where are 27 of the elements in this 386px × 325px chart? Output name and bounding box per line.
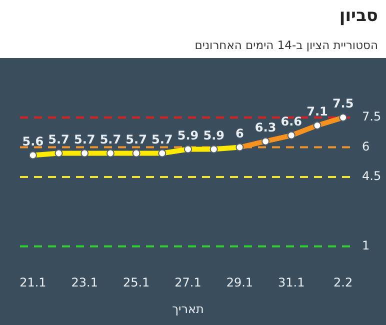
ref-line-label: 1 [362,238,370,253]
data-label: 6 [236,126,244,140]
data-label: 5.7 [152,132,173,146]
x-tick-label: 21.1 [20,276,46,290]
x-tick-label: 27.1 [174,276,202,290]
data-label: 5.7 [48,132,70,146]
data-label: 7.1 [306,104,328,119]
data-label: 5.7 [100,132,122,146]
data-label: 5.7 [74,132,96,146]
x-tick-label: 25.1 [122,276,150,290]
data-label: 7.5 [332,96,354,111]
x-tick-label: 29.1 [226,276,254,290]
x-tick-label: 2.2 [334,276,353,290]
ref-line-label: 4.5 [362,169,382,184]
data-label: 5.9 [177,128,199,142]
chart-subtitle: הסטוריית הציון ב-14 הימים האחרונים [194,38,378,52]
data-label: 5.9 [203,128,224,142]
x-tick-label: 23.1 [71,276,98,290]
chart-title: סביון [338,5,378,28]
data-label: 6.3 [254,120,276,134]
data-label: 5.6 [22,134,44,148]
x-tick-label: 31.1 [278,276,305,290]
x-axis-title: תאריך [172,302,204,316]
data-label: 6.6 [280,114,302,129]
data-label: 5.7 [126,132,147,146]
ref-line-label: 6 [362,139,370,154]
ref-line-label: 7.5 [362,110,382,124]
